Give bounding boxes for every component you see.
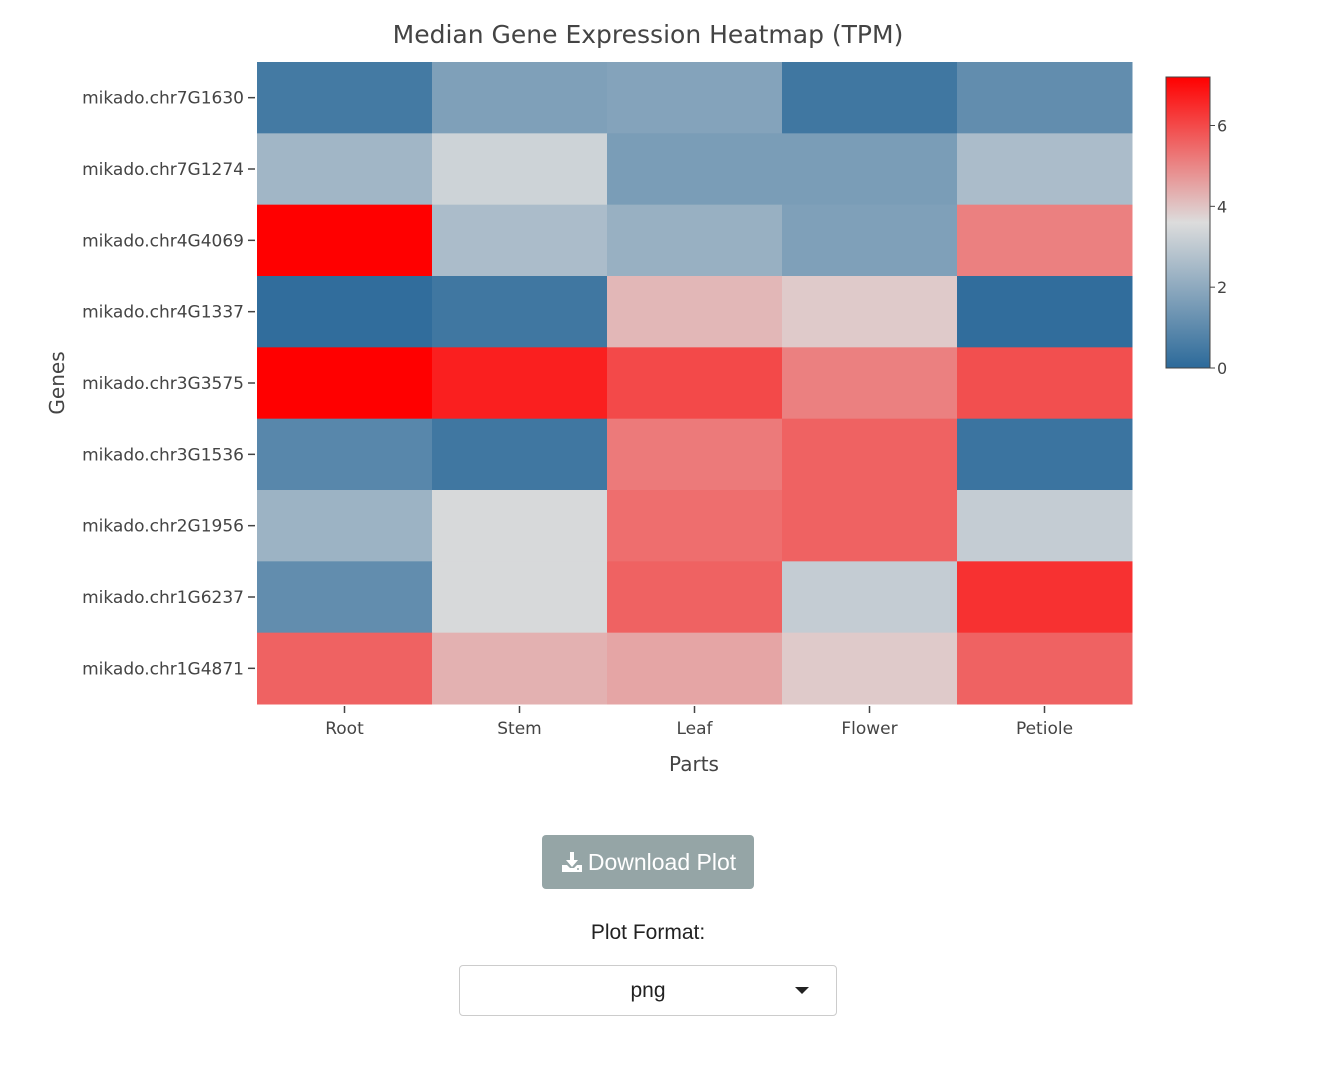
heatmap-cell — [782, 418, 958, 491]
heatmap-cell — [957, 418, 1133, 491]
heatmap-cell — [782, 347, 958, 420]
y-tick-label: mikado.chr2G1956 — [82, 517, 244, 537]
heatmap-cell — [957, 276, 1133, 348]
heatmap-cell — [607, 204, 783, 277]
heatmap-cell — [432, 490, 608, 562]
y-tick-label: mikado.chr1G4871 — [82, 659, 244, 679]
heatmap-cell — [432, 347, 608, 420]
heatmap-cell — [607, 133, 783, 206]
heatmap-cell — [957, 204, 1133, 277]
heatmap-cell — [432, 561, 608, 634]
download-plot-label: Download Plot — [587, 848, 737, 875]
colorbar-tick-label: 2 — [1217, 278, 1227, 297]
heatmap-cell — [782, 490, 958, 562]
heatmap-cell — [957, 632, 1133, 705]
chart-title: Median Gene Expression Heatmap (TPM) — [393, 20, 904, 49]
y-tick-label: mikado.chr4G1337 — [82, 303, 244, 323]
heatmap-cell — [257, 418, 433, 491]
colorbar-gradient — [1165, 76, 1211, 369]
heatmap-cell — [432, 204, 608, 277]
heatmap-cell — [957, 133, 1133, 206]
y-axis: mikado.chr7G1630 mikado.chr7G1274 mikado.c… — [82, 89, 255, 679]
y-tick-label: mikado.chr3G1536 — [82, 445, 244, 465]
heatmap-cell — [782, 561, 958, 634]
colorbar: 0 2 4 6 — [1165, 76, 1227, 378]
heatmap-cell — [607, 62, 783, 134]
heatmap-cell — [257, 561, 433, 634]
colorbar-tick-label: 0 — [1217, 359, 1227, 378]
plot-format-label: Plot Format: — [590, 921, 706, 944]
x-axis: Root Stem Leaf Flower Petiole — [325, 706, 1073, 739]
heatmap-cell — [782, 276, 958, 348]
heatmap-cells — [257, 62, 1133, 705]
heatmap-cell — [257, 62, 433, 134]
heatmap-cell — [257, 347, 433, 420]
heatmap-cell — [607, 347, 783, 420]
caret-down-icon — [795, 987, 809, 994]
heatmap-cell — [432, 62, 608, 134]
download-icon — [561, 852, 582, 872]
heatmap-cell — [782, 204, 958, 277]
y-tick-label: mikado.chr4G4069 — [82, 231, 244, 251]
x-tick-label: Flower — [841, 719, 897, 739]
heatmap-cell — [257, 133, 433, 206]
heatmap-chart: Median Gene Expression Heatmap (TPM) mik… — [45, 20, 1227, 776]
heatmap-cell — [607, 276, 783, 348]
x-tick-label: Leaf — [676, 719, 713, 739]
download-plot-button[interactable]: Download Plot — [542, 835, 754, 889]
heatmap-cell — [782, 632, 958, 705]
heatmap-cell — [607, 632, 783, 705]
heatmap-cell — [957, 62, 1133, 134]
heatmap-cell — [782, 62, 958, 134]
heatmap-cell — [257, 276, 433, 348]
y-tick-label: mikado.chr7G1274 — [82, 160, 244, 180]
heatmap-cell — [257, 204, 433, 277]
x-tick-label: Root — [325, 719, 364, 739]
heatmap-cell — [257, 490, 433, 562]
heatmap-cell — [607, 490, 783, 562]
heatmap-cell — [432, 418, 608, 491]
y-tick-label: mikado.chr1G6237 — [82, 588, 244, 608]
x-tick-label: Petiole — [1016, 719, 1073, 739]
heatmap-cell — [257, 632, 433, 705]
colorbar-tick-label: 4 — [1217, 197, 1227, 216]
heatmap-cell — [607, 418, 783, 491]
colorbar-tick-label: 6 — [1217, 117, 1227, 136]
y-tick-label: mikado.chr3G3575 — [82, 374, 244, 394]
heatmap-cell — [957, 490, 1133, 562]
plot-format-select[interactable]: png — [459, 965, 837, 1016]
heatmap-cell — [432, 632, 608, 705]
x-axis-title: Parts — [669, 752, 719, 776]
plot-format-value: png — [630, 979, 666, 1002]
plot-controls: Download Plot Plot Format: png — [0, 835, 1296, 1016]
heatmap-cell — [432, 276, 608, 348]
heatmap-cell — [432, 133, 608, 206]
heatmap-cell — [782, 133, 958, 206]
heatmap-cell — [607, 561, 783, 634]
heatmap-cell — [957, 347, 1133, 420]
y-tick-label: mikado.chr7G1630 — [82, 89, 244, 109]
heatmap-cell — [957, 561, 1133, 634]
x-tick-label: Stem — [497, 719, 541, 739]
y-axis-title: Genes — [45, 351, 69, 414]
